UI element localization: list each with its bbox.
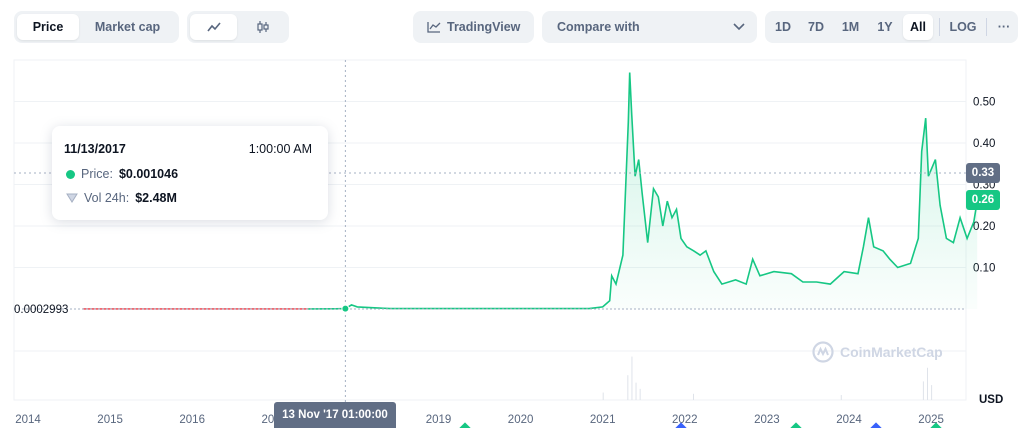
tooltip-price-label: Price: <box>81 167 113 181</box>
y-tick-label: 0.40 <box>973 138 995 150</box>
volume-bar <box>631 356 633 400</box>
tooltip-price-row: Price: $0.001046 <box>66 167 178 181</box>
more-options-button[interactable]: ··· <box>997 20 1011 34</box>
tooltip-price-value: $0.001046 <box>118 167 179 181</box>
x-tick-label: 2024 <box>836 414 862 426</box>
volume-bar <box>840 395 842 400</box>
volume-bar <box>926 367 928 400</box>
crosshair-price-badge: 0.33 <box>966 163 1000 183</box>
x-tick-label: 2014 <box>15 414 41 426</box>
coinmarketcap-watermark: CoinMarketCap <box>812 341 943 363</box>
price-area <box>308 72 978 309</box>
y-tick-label: 0.10 <box>973 263 995 275</box>
volume-bar <box>627 375 629 400</box>
crosshair-date-badge: 13 Nov '17 01:00:00 <box>274 402 396 428</box>
x-tick-label: 2015 <box>97 414 123 426</box>
volume-bar <box>922 381 924 400</box>
crosshair-point <box>341 304 350 313</box>
x-tick-label: 2019 <box>426 414 452 426</box>
event-marker <box>790 422 802 428</box>
candlestick-icon <box>256 21 269 33</box>
compare-with-dropdown[interactable]: Compare with <box>542 11 757 43</box>
toolbar-divider <box>939 18 940 36</box>
price-dot-icon <box>66 169 75 179</box>
y-tick-label: 0.20 <box>973 221 995 233</box>
metric-toggle: Price Market cap <box>14 11 179 43</box>
watermark-text: CoinMarketCap <box>840 344 943 360</box>
price-tab[interactable]: Price <box>17 14 79 40</box>
range-1d[interactable]: 1D <box>775 20 791 34</box>
log-scale-button[interactable]: LOG <box>949 20 977 34</box>
volume-bar <box>639 388 641 400</box>
tradingview-icon <box>427 22 441 33</box>
volume-bar <box>602 392 604 400</box>
tooltip-volume-row: Vol 24h: $2.48M <box>66 191 177 205</box>
current-price-badge: 0.26 <box>966 190 1000 210</box>
x-tick-label: 2023 <box>754 414 780 426</box>
range-toggle: 1D 7D 1M 1Y All LOG ··· <box>765 11 1018 43</box>
event-marker <box>870 422 882 428</box>
range-1y[interactable]: 1Y <box>877 20 893 34</box>
y-tick-label: 0.50 <box>973 97 995 109</box>
x-tick-label: 2025 <box>918 414 944 426</box>
volume-icon <box>66 193 78 203</box>
line-chart-icon <box>206 22 221 32</box>
tooltip-volume-value: $2.48M <box>135 191 177 205</box>
range-1m[interactable]: 1M <box>841 20 860 34</box>
chart-tooltip: 11/13/2017 1:00:00 AM Price: $0.001046 V… <box>52 126 328 220</box>
x-tick-label: 2016 <box>179 414 205 426</box>
volume-bar <box>693 393 695 400</box>
volume-bar <box>635 382 637 400</box>
tooltip-date: 11/13/2017 <box>64 142 126 156</box>
market-cap-tab[interactable]: Market cap <box>94 20 161 34</box>
currency-label: USD <box>979 394 1004 406</box>
x-tick-label: 2022 <box>672 414 698 426</box>
tooltip-time: 1:00:00 AM <box>248 142 312 156</box>
chart-type-toggle <box>187 11 289 43</box>
x-tick-label: 2020 <box>508 414 534 426</box>
event-marker <box>930 422 942 428</box>
price-line <box>308 72 978 310</box>
candlestick-button[interactable] <box>239 14 286 40</box>
tooltip-volume-label: Vol 24h: <box>84 191 130 205</box>
coinmarketcap-logo-icon <box>812 341 834 363</box>
event-marker <box>459 422 471 428</box>
volume-bar <box>931 385 933 400</box>
x-tick-label: 2021 <box>590 414 616 426</box>
toolbar-divider <box>986 18 987 36</box>
range-7d[interactable]: 7D <box>808 20 824 34</box>
tradingview-label: TradingView <box>447 20 521 34</box>
event-marker <box>675 422 687 428</box>
chevron-down-icon <box>733 23 745 31</box>
line-chart-button[interactable] <box>190 14 237 40</box>
compare-with-label: Compare with <box>557 20 640 34</box>
range-all[interactable]: All <box>903 14 933 40</box>
chart-toolbar: Price Market cap TradingView Compare wit… <box>0 0 1018 48</box>
baseline-price-label: 0.0002993 <box>14 304 69 316</box>
tradingview-button[interactable]: TradingView <box>413 11 534 43</box>
